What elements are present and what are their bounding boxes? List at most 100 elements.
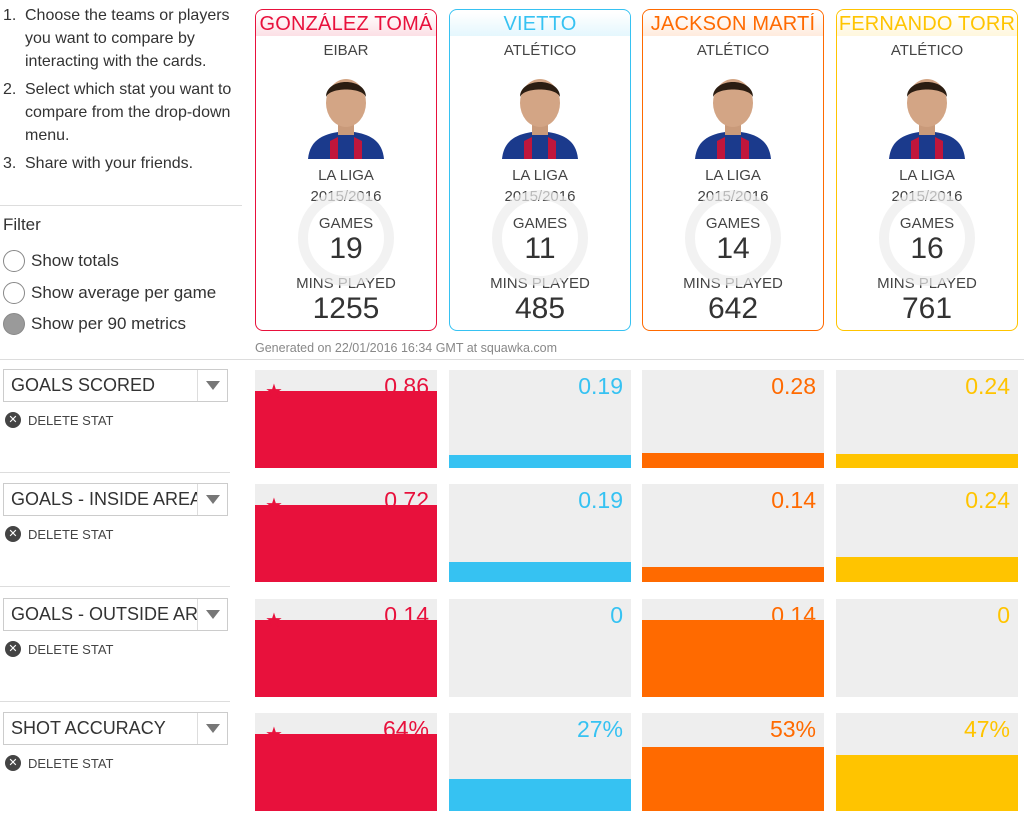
league-name: LA LIGA — [705, 167, 761, 184]
filter-option-average[interactable]: Show average per game — [3, 282, 216, 304]
delete-stat-button[interactable]: ✕ DELETE STAT — [5, 526, 113, 542]
stat-bar — [255, 734, 437, 811]
stat-value-cell: 0 — [836, 599, 1018, 697]
team-name: ATLÉTICO — [696, 42, 770, 59]
instruction-text: Choose the teams or players you want to … — [25, 7, 230, 70]
instruction-text: Select which stat you want to compare fr… — [25, 81, 232, 144]
stat-dropdown[interactable]: SHOT ACCURACY — [3, 712, 228, 745]
stat-value-cell: 0.14 — [642, 599, 824, 697]
stat-bar — [255, 620, 437, 697]
stat-bar — [449, 455, 631, 468]
instructions-list: 1. Choose the teams or players you want t… — [3, 4, 243, 175]
stat-dropdown[interactable]: GOALS - OUTSIDE AREA — [3, 598, 228, 631]
stat-dropdown[interactable]: GOALS - INSIDE AREA — [3, 483, 228, 516]
stat-dropdown-label: SHOT ACCURACY — [11, 718, 166, 738]
stat-value-cell: 0 — [449, 599, 631, 697]
player-name[interactable]: GONZÁLEZ TOMÁ — [256, 13, 436, 36]
instruction-item: 1. Choose the teams or players you want t… — [3, 4, 243, 73]
player-photo-icon[interactable] — [494, 67, 586, 159]
stat-dropdown-label: GOALS SCORED — [11, 375, 156, 395]
player-name[interactable]: FERNANDO TORR — [837, 13, 1017, 36]
stat-bar — [642, 453, 824, 468]
stat-value: 0.14 — [771, 602, 816, 628]
stat-value: 0.24 — [965, 373, 1010, 399]
stat-value-cell: 0.24 — [836, 370, 1018, 468]
stat-value-cell: 0.19 — [449, 484, 631, 582]
radio-button-selected[interactable] — [3, 313, 25, 335]
instruction-number: 1. — [3, 7, 17, 24]
watermark-logo — [298, 190, 394, 286]
divider — [0, 205, 242, 206]
player-name[interactable]: VIETTO — [450, 13, 630, 36]
stat-bar — [255, 391, 437, 468]
stat-dropdown-label: GOALS - INSIDE AREA — [11, 489, 197, 509]
instruction-text: Share with your friends. — [25, 155, 194, 172]
player-card[interactable]: VIETTO ATLÉTICO LA LIGA 2015/2016 GAMES … — [449, 9, 631, 331]
mins-value: 1255 — [312, 292, 380, 325]
instruction-item: 3. Share with your friends. — [3, 152, 243, 175]
player-card[interactable]: FERNANDO TORR ATLÉTICO LA LIGA 2015/2016… — [836, 9, 1018, 331]
player-photo-icon[interactable] — [300, 67, 392, 159]
filter-option-per90[interactable]: Show per 90 metrics — [3, 313, 186, 335]
player-photo-icon[interactable] — [881, 67, 973, 159]
stat-bar — [449, 779, 631, 811]
stat-value: 64% — [382, 716, 429, 742]
stat-bar — [449, 562, 631, 582]
delete-stat-label: DELETE STAT — [28, 526, 114, 542]
delete-stat-button[interactable]: ✕ DELETE STAT — [5, 755, 113, 771]
chevron-down-icon[interactable] — [197, 484, 227, 515]
stat-value-cell: 0.14 — [642, 484, 824, 582]
star-icon: ★ — [265, 724, 283, 746]
stat-value: 53% — [769, 716, 816, 742]
stat-value-cell: ★ 0.14 — [255, 599, 437, 697]
player-card[interactable]: GONZÁLEZ TOMÁ EIBAR LA LIGA 2015/2016 GA… — [255, 9, 437, 331]
star-icon: ★ — [265, 495, 283, 517]
delete-stat-label: DELETE STAT — [28, 412, 114, 428]
radio-button[interactable] — [3, 282, 25, 304]
stat-value: 0 — [610, 602, 623, 628]
mins-value: 761 — [901, 292, 953, 325]
player-card[interactable]: JACKSON MARTÍ ATLÉTICO LA LIGA 2015/2016… — [642, 9, 824, 331]
chevron-down-icon[interactable] — [197, 370, 227, 401]
instruction-number: 3. — [3, 155, 17, 172]
player-photo-icon[interactable] — [687, 67, 779, 159]
stat-value: 47% — [963, 716, 1010, 742]
stat-bar — [836, 454, 1018, 468]
instruction-number: 2. — [3, 81, 17, 98]
stat-value-cell: ★ 0.72 — [255, 484, 437, 582]
chevron-down-icon[interactable] — [197, 599, 227, 630]
stat-value: 0.86 — [384, 373, 429, 399]
filter-option-label: Show per 90 metrics — [31, 314, 186, 333]
stat-bar — [836, 557, 1018, 582]
stat-value-cell: 47% — [836, 713, 1018, 811]
instructions: 1. Choose the teams or players you want t… — [3, 4, 243, 180]
player-name[interactable]: JACKSON MARTÍ — [643, 13, 823, 36]
delete-stat-button[interactable]: ✕ DELETE STAT — [5, 412, 113, 428]
filter-option-totals[interactable]: Show totals — [3, 250, 119, 272]
star-icon: ★ — [265, 610, 283, 632]
stat-value: 0.19 — [578, 487, 623, 513]
chevron-down-icon[interactable] — [197, 713, 227, 744]
mins-value: 642 — [707, 292, 759, 325]
close-circle-icon: ✕ — [5, 412, 21, 428]
stat-value: 0 — [997, 602, 1010, 628]
stat-value-cell: 0.24 — [836, 484, 1018, 582]
league-name: LA LIGA — [512, 167, 568, 184]
stat-dropdown[interactable]: GOALS SCORED — [3, 369, 228, 402]
delete-stat-button[interactable]: ✕ DELETE STAT — [5, 641, 113, 657]
divider — [0, 701, 230, 702]
stat-bar — [642, 620, 824, 697]
stat-bar — [642, 747, 824, 811]
divider — [0, 359, 1024, 360]
mins-value: 485 — [514, 292, 566, 325]
close-circle-icon: ✕ — [5, 641, 21, 657]
divider — [0, 586, 230, 587]
radio-button[interactable] — [3, 250, 25, 272]
filter-title: Filter — [3, 215, 41, 234]
delete-stat-label: DELETE STAT — [28, 755, 114, 771]
stat-bar — [836, 755, 1018, 811]
stat-value: 0.19 — [578, 373, 623, 399]
stat-value-cell: ★ 0.86 — [255, 370, 437, 468]
stat-value: 0.14 — [384, 602, 429, 628]
stat-value-cell: 0.28 — [642, 370, 824, 468]
